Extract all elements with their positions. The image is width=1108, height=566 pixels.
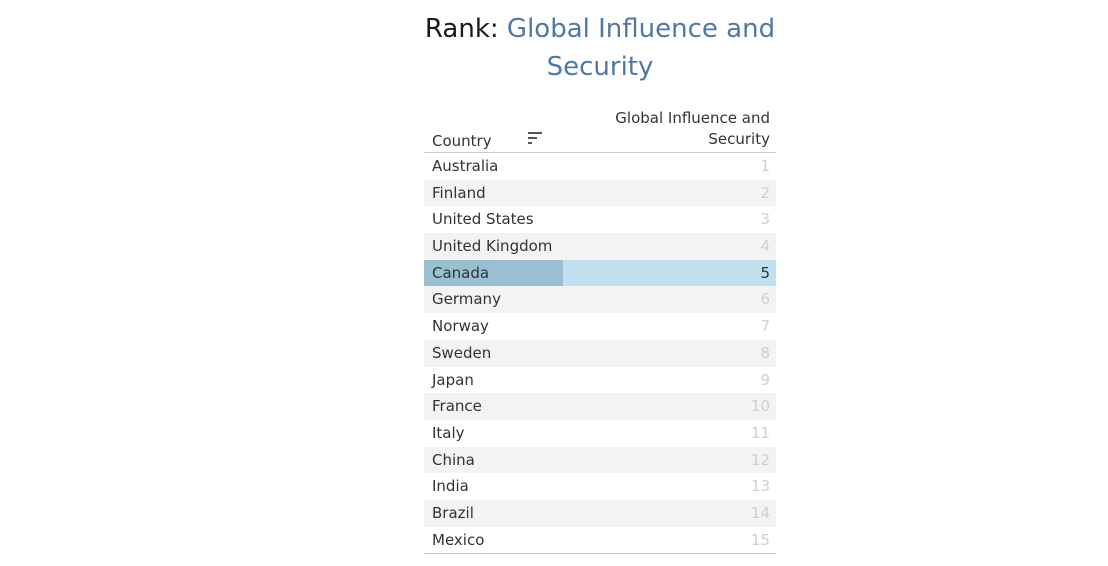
country-cell[interactable]: Norway [432, 317, 489, 336]
rank-value[interactable]: 8 [760, 343, 770, 362]
rank-value[interactable]: 1 [760, 157, 770, 175]
table-row[interactable]: Australia 1 [424, 153, 776, 180]
rank-value[interactable]: 4 [760, 237, 770, 256]
rank-value[interactable]: 10 [750, 397, 770, 416]
table-bottom-divider [424, 553, 776, 555]
rank-value[interactable]: 9 [760, 370, 770, 389]
table-row[interactable]: Norway 7 [424, 313, 776, 340]
column-header-country[interactable]: Country [432, 132, 492, 150]
country-cell[interactable]: Finland [432, 183, 486, 202]
country-cell[interactable]: Canada [424, 259, 563, 287]
chart-title: Rank: Global Influence and Security [424, 10, 776, 86]
rank-value[interactable]: 11 [750, 423, 770, 442]
table-row[interactable]: Italy 11 [424, 419, 776, 447]
table-body: Australia 1 Finland 2 United States 3 United K… [424, 153, 776, 554]
country-cell[interactable]: United States [432, 210, 534, 229]
table-row[interactable]: China 12 [424, 446, 776, 474]
country-cell[interactable]: Sweden [432, 343, 492, 362]
table-row[interactable]: Canada 5 [424, 259, 776, 287]
sort-descending-icon[interactable] [528, 132, 542, 145]
table-row[interactable]: France 10 [424, 393, 776, 420]
country-cell[interactable]: Italy [432, 423, 465, 442]
table-row[interactable]: India 13 [424, 473, 776, 500]
country-cell[interactable]: Australia [432, 157, 499, 175]
table-row[interactable]: Japan 9 [424, 366, 776, 394]
title-prefix: Rank: [424, 14, 507, 44]
country-cell[interactable]: Mexico [432, 530, 485, 549]
rank-value[interactable]: 7 [760, 317, 770, 336]
table-row[interactable]: Mexico 15 [424, 526, 776, 554]
country-cell[interactable]: Brazil [432, 503, 474, 522]
country-cell[interactable]: Japan [432, 370, 474, 389]
table-row[interactable]: United States 3 [424, 206, 776, 234]
country-cell[interactable]: United Kingdom [432, 237, 553, 256]
column-header-measure[interactable]: Global Influence and Security [615, 109, 770, 148]
title-measure: Global Influence and Security [506, 14, 776, 82]
country-cell[interactable]: France [432, 397, 482, 416]
table-row[interactable]: Germany 6 [424, 286, 776, 314]
rank-value[interactable]: 5 [760, 263, 770, 282]
table-row[interactable]: Sweden 8 [424, 339, 776, 367]
rank-value[interactable]: 13 [750, 477, 770, 496]
rank-value[interactable]: 15 [750, 530, 770, 549]
table-row[interactable]: United Kingdom 4 [424, 233, 776, 260]
rank-value[interactable]: 2 [760, 183, 770, 202]
table-header: Country Global Influence and Security [424, 106, 776, 153]
country-cell[interactable]: India [432, 477, 469, 496]
table-row[interactable]: Finland 2 [424, 179, 776, 207]
country-cell[interactable]: Germany [432, 290, 501, 309]
rank-table: Country Global Influence and Security Au… [424, 106, 776, 555]
rank-value[interactable]: 6 [760, 290, 770, 309]
table-row[interactable]: Brazil 14 [424, 499, 776, 527]
country-cell[interactable]: China [432, 450, 475, 469]
rank-value[interactable]: 3 [760, 210, 770, 229]
rank-value[interactable]: 12 [750, 450, 770, 469]
rank-value[interactable]: 14 [750, 503, 770, 522]
